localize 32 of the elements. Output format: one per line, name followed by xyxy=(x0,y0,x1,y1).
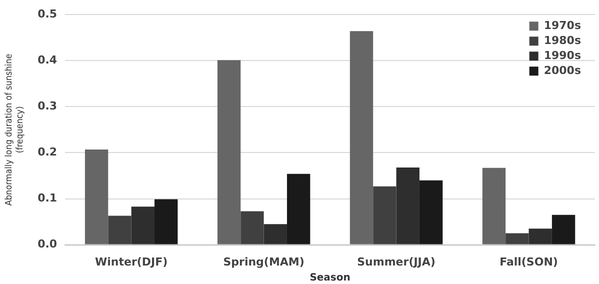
bar xyxy=(286,174,310,244)
bar xyxy=(419,180,443,244)
bar xyxy=(552,214,576,244)
bar xyxy=(350,31,374,244)
bar xyxy=(108,216,132,244)
y-tick-label: 0.2 xyxy=(38,146,58,159)
bar xyxy=(396,167,420,244)
bar xyxy=(131,206,155,244)
bar xyxy=(217,60,241,244)
bar xyxy=(482,168,506,244)
bar xyxy=(154,199,178,244)
y-tick-label: 0.5 xyxy=(38,7,58,20)
y-tick-label: 0.4 xyxy=(38,54,58,66)
x-tick-label: Summer(JJA) xyxy=(357,255,436,268)
bar xyxy=(506,233,529,244)
x-tick-label: Spring(MAM) xyxy=(223,255,304,268)
legend-label: 1980s xyxy=(544,34,582,47)
bar xyxy=(528,228,552,244)
x-tick-label: Fall(SON) xyxy=(500,255,558,268)
bar xyxy=(84,149,108,244)
bar xyxy=(373,186,396,244)
x-tick-label: Winter(DJF) xyxy=(94,255,168,268)
y-tick-label: 0.0 xyxy=(38,238,58,251)
legend-label: 1970s xyxy=(544,18,582,32)
y-axis-title: Abnormally long duration of sunshine (frequency) xyxy=(4,54,26,206)
y-tick-label: 0.1 xyxy=(38,192,58,205)
legend-label: 1990s xyxy=(544,48,582,62)
bar xyxy=(240,211,264,244)
legend-label: 2000s xyxy=(544,64,582,77)
y-tick-label: 0.3 xyxy=(38,100,58,113)
bar xyxy=(264,224,287,244)
x-axis-title: Season xyxy=(310,272,350,284)
